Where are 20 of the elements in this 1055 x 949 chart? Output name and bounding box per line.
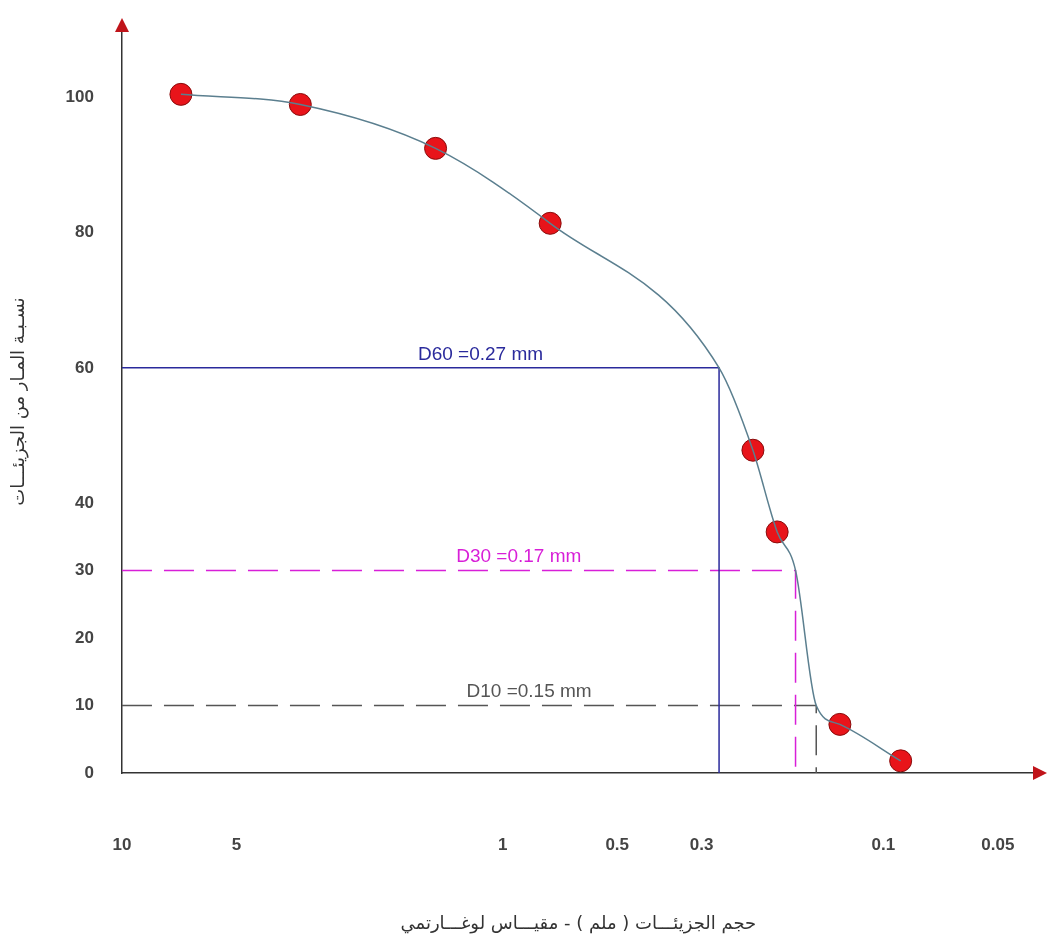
series-label: D60 =0.27 mm	[417, 342, 544, 364]
y-tick-label: 40	[75, 492, 94, 512]
x-tick-label: 0.5	[605, 834, 630, 854]
y-tick-label: 0	[84, 762, 94, 782]
x-tick-label: 0.05	[981, 834, 1015, 854]
x-axis-title: حجم الجزيئـــات ( ملم ) - مقيـــاس لوغـــارتمي	[400, 911, 757, 934]
y-tick-label: 80	[75, 222, 94, 242]
x-tick-label: 5	[231, 834, 242, 854]
x-tick-label: 10	[112, 834, 132, 854]
y-tick-label: 20	[75, 627, 94, 647]
series-label: D30 =0.17 mm	[456, 545, 582, 567]
y-axis-title: نسـبـة المـار من الجزيئـــات	[7, 297, 30, 506]
series-label: D10 =0.15 mm	[466, 680, 592, 702]
y-tick-label: 30	[75, 560, 94, 580]
y-tick-label: 10	[75, 695, 94, 715]
x-tick-label: 0.3	[689, 834, 714, 854]
x-tick-label: 1	[497, 834, 508, 854]
y-tick-label: 60	[75, 357, 94, 377]
x-tick-label: 0.1	[871, 834, 896, 854]
y-tick-label: 100	[65, 87, 94, 107]
